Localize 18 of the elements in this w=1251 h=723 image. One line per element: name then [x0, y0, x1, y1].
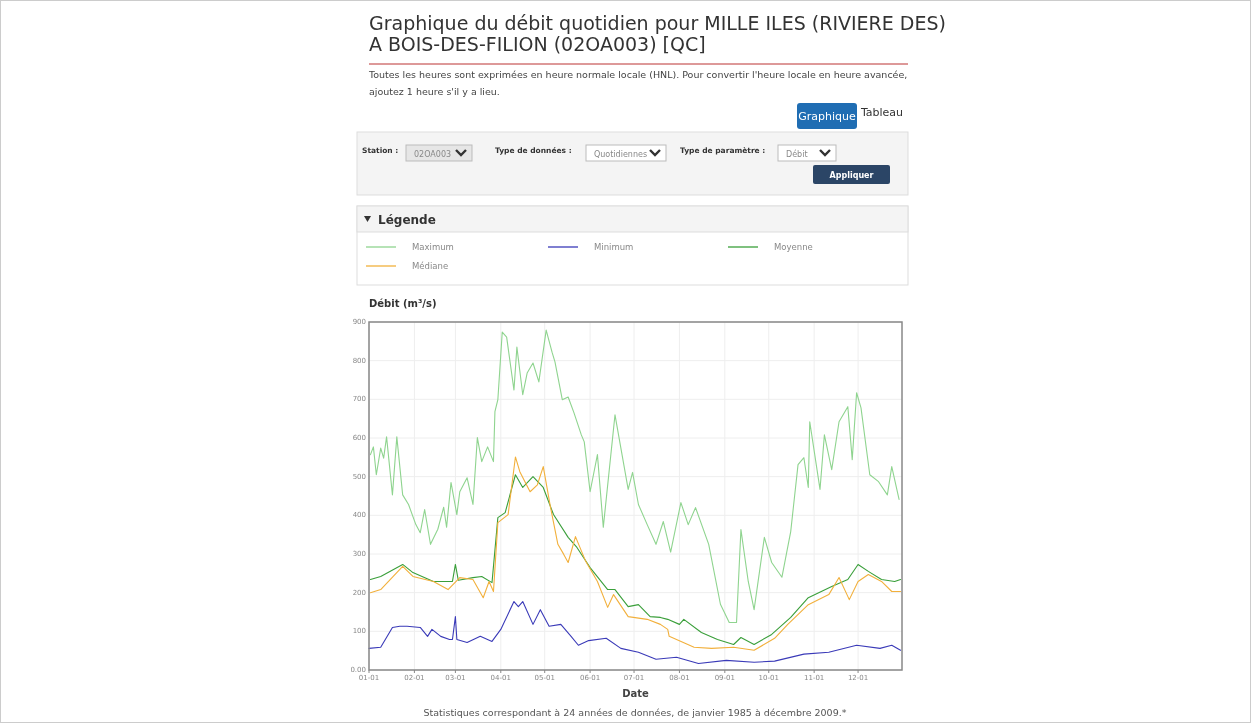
text: Tableau — [859, 106, 904, 119]
legend-title: Légende — [378, 213, 436, 227]
text: 02OA003 — [414, 149, 452, 159]
chart-title: Graphique du débit quotidien pour MILLE ILES (RIVIERE DES) A BOIS-DES-FILION (02OA003) [QC] — [369, 12, 946, 55]
y-axis-title: Débit (m³/s) — [369, 298, 437, 309]
text: Débit — [786, 148, 808, 159]
line-series — [369, 329, 900, 623]
legend-label: Médiane — [412, 261, 449, 271]
text: Statistiques correspondant à 24 années de données, de janvier 1985 à décembre 2009.* — [423, 707, 847, 718]
x-axis-title: Date — [622, 688, 650, 699]
text: Graphique — [798, 110, 856, 123]
text: Appliquer — [829, 171, 874, 180]
legend-label: Maximum — [412, 242, 454, 252]
line-series — [368, 601, 902, 664]
text: Quotidiennes — [594, 149, 648, 159]
legend-label: Moyenne — [774, 242, 813, 252]
legend-label: Minimum — [594, 242, 634, 252]
chart-subtitle: Toutes les heures sont exprimées en heure normale locale (HNL). Pour convertir l'heure locale en heure avancée, ajoutez 1 heure s'il y a lieu. — [368, 69, 908, 97]
